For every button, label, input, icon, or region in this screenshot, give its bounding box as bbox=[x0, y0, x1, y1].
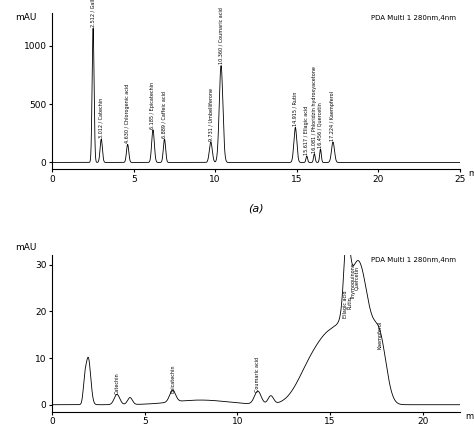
Text: 10.360 / Coumaric acid: 10.360 / Coumaric acid bbox=[219, 7, 224, 64]
Text: Catechin: Catechin bbox=[115, 373, 119, 395]
Text: 4.630 / Chlorogenic acid: 4.630 / Chlorogenic acid bbox=[125, 84, 130, 143]
Text: 3.012 / Catechin: 3.012 / Catechin bbox=[99, 98, 104, 138]
Text: 16.081 / Phloridzin hydroxyacetone: 16.081 / Phloridzin hydroxyacetone bbox=[312, 66, 317, 152]
Text: min: min bbox=[468, 170, 474, 178]
Text: (a): (a) bbox=[248, 204, 264, 214]
Text: mAU: mAU bbox=[16, 13, 37, 22]
Text: Ellagic acid: Ellagic acid bbox=[343, 291, 348, 318]
Text: PDA Multi 1 280nm,4nm: PDA Multi 1 280nm,4nm bbox=[371, 257, 456, 263]
Text: Kaempferol: Kaempferol bbox=[378, 321, 383, 349]
Text: 16.456 / Quercetin: 16.456 / Quercetin bbox=[318, 102, 323, 148]
Text: mAU: mAU bbox=[16, 243, 37, 252]
Text: Epicatechin: Epicatechin bbox=[170, 364, 175, 393]
Text: Rutin: Rutin bbox=[347, 297, 352, 309]
Text: Thymoquinone: Thymoquinone bbox=[351, 263, 356, 300]
Text: 6.889 / Caffeic acid: 6.889 / Caffeic acid bbox=[162, 91, 167, 138]
Text: 9.731 / Umbelliferone: 9.731 / Umbelliferone bbox=[208, 88, 213, 141]
Text: PDA Multi 1 280nm,4nm: PDA Multi 1 280nm,4nm bbox=[371, 15, 456, 21]
Text: min: min bbox=[465, 412, 474, 421]
Text: 15.617 / Ellagic acid: 15.617 / Ellagic acid bbox=[304, 106, 309, 155]
Text: 6.185 / Epicatechin: 6.185 / Epicatechin bbox=[150, 81, 155, 129]
Text: 14.915 / Rutin: 14.915 / Rutin bbox=[293, 92, 298, 126]
Text: 17.224 / Kaempferol: 17.224 / Kaempferol bbox=[330, 91, 336, 141]
Text: Quercetin: Quercetin bbox=[355, 266, 359, 290]
Text: Coumaric acid: Coumaric acid bbox=[255, 357, 260, 392]
Text: 2.512 / Gallic acid: 2.512 / Gallic acid bbox=[91, 0, 96, 27]
